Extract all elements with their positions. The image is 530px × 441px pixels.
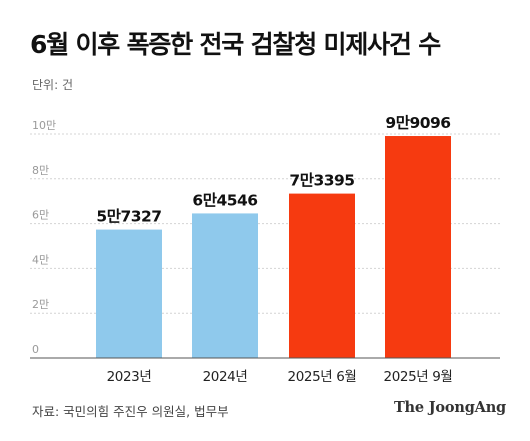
- x-tick-label: 2024년: [203, 369, 248, 385]
- data-label: 9만9096: [385, 114, 450, 132]
- bar: [96, 229, 162, 358]
- data-label: 7만3395: [289, 172, 354, 190]
- x-tick-label: 2025년 9월: [384, 369, 453, 385]
- data-label: 5만7327: [96, 208, 161, 226]
- y-tick-label: 6만: [32, 209, 49, 222]
- data-label: 6만4546: [192, 191, 257, 209]
- y-tick-label: 2만: [32, 298, 49, 311]
- chart-title: 6월 이후 폭증한 전국 검찰청 미제사건 수: [30, 30, 441, 59]
- brand-logo: The JoongAng: [393, 399, 506, 416]
- bar: [385, 136, 451, 358]
- bar: [192, 213, 258, 358]
- x-tick-label: 2025년 6월: [288, 369, 357, 385]
- bar: [289, 193, 355, 358]
- unit-label: 단위: 건: [32, 78, 73, 92]
- y-tick-label: 0: [32, 343, 39, 356]
- source-note: 자료: 국민의힘 주진우 의원실, 법무부: [32, 404, 229, 419]
- y-tick-label: 4만: [32, 253, 49, 266]
- x-tick-label: 2023년: [107, 369, 152, 385]
- y-tick-label: 8만: [32, 164, 49, 177]
- y-tick-label: 10만: [32, 119, 56, 132]
